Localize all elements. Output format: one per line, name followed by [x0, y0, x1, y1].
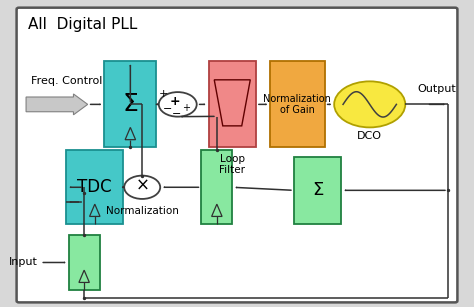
Bar [201, 150, 232, 224]
Text: ×: × [135, 177, 149, 195]
Bar [104, 61, 156, 147]
Bar [270, 61, 325, 147]
Text: Input: Input [9, 258, 38, 267]
Text: Σ: Σ [312, 181, 323, 199]
Text: Loop
Filter: Loop Filter [219, 154, 245, 175]
Text: Output: Output [417, 84, 456, 94]
Text: All  Digital PLL: All Digital PLL [28, 17, 138, 32]
Text: TDC: TDC [77, 178, 112, 196]
Circle shape [159, 92, 197, 117]
Text: −: − [172, 109, 181, 119]
Text: Normalization: Normalization [106, 206, 179, 216]
Text: −: − [163, 104, 172, 114]
FancyArrow shape [26, 94, 88, 115]
Text: Σ: Σ [122, 92, 138, 116]
Bar [66, 150, 123, 224]
Bar [209, 61, 256, 147]
Text: +: + [182, 103, 190, 113]
Text: DCO: DCO [357, 131, 382, 141]
Text: +: + [159, 89, 168, 99]
Text: Normalization
of Gain: Normalization of Gain [264, 94, 331, 115]
Bar [294, 157, 341, 224]
Text: Freq. Control: Freq. Control [31, 76, 102, 86]
FancyBboxPatch shape [17, 8, 457, 302]
Polygon shape [214, 80, 250, 126]
Text: +: + [170, 95, 181, 108]
Circle shape [334, 81, 405, 127]
Bar [69, 235, 100, 290]
Circle shape [124, 176, 160, 199]
